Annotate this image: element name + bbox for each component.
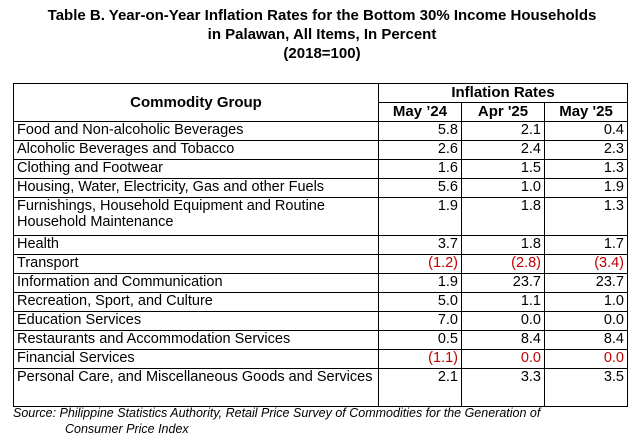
rate-value: (1.2) [378, 254, 462, 274]
table-row: Information and Communication 1.9 23.7 23.7 [13, 273, 629, 293]
rate-value: (2.8) [461, 254, 545, 274]
rate-value: 1.9 [543, 178, 629, 198]
table-row: Clothing and Footwear 1.6 1.5 1.3 [13, 159, 629, 179]
rate-value: 1.8 [461, 197, 545, 236]
commodity-name: Health [13, 235, 379, 255]
period-header-apr-25: Apr '25 [461, 102, 545, 122]
table-body: Food and Non-alcoholic Beverages 5.8 2.1 0.… [13, 121, 629, 407]
commodity-name: Financial Services [13, 349, 379, 369]
rate-value: 1.8 [461, 235, 545, 255]
commodity-name: Recreation, Sport, and Culture [13, 292, 379, 312]
table-row: Furnishings, Household Equipment and Rou… [13, 197, 629, 236]
rate-value: 1.3 [543, 159, 629, 179]
source-note: Source: Philippine Statistics Authority,… [13, 405, 633, 437]
rate-value: 1.9 [378, 273, 462, 293]
rate-value: 1.6 [378, 159, 462, 179]
table-row: Restaurants and Accommodation Services 0.… [13, 330, 629, 350]
rate-value: 2.6 [378, 140, 462, 160]
rate-value: 2.1 [378, 368, 462, 407]
table-row: Alcoholic Beverages and Tobacco 2.6 2.4 2.3 [13, 140, 629, 160]
period-header-may-25: May '25 [543, 102, 629, 122]
commodity-name: Restaurants and Accommodation Services [13, 330, 379, 350]
table-row: Food and Non-alcoholic Beverages 5.8 2.1 0.… [13, 121, 629, 141]
period-header-may-24: May ’24 [378, 102, 462, 122]
rate-value: 1.1 [461, 292, 545, 312]
table-row: Housing, Water, Electricity, Gas and oth… [13, 178, 629, 198]
rate-value: 3.3 [461, 368, 545, 407]
table-title: Table B. Year-on-Year Inflation Rates fo… [0, 6, 644, 63]
rate-value: 1.0 [543, 292, 629, 312]
rate-value: 5.6 [378, 178, 462, 198]
commodity-name: Personal Care, and Miscellaneous Goods a… [13, 368, 379, 407]
rate-value: 1.3 [543, 197, 629, 236]
rate-value: 1.0 [461, 178, 545, 198]
rate-value: 8.4 [461, 330, 545, 350]
rate-value: 3.5 [543, 368, 629, 407]
rate-value: 0.5 [378, 330, 462, 350]
rate-value: 5.8 [378, 121, 462, 141]
rate-value: 3.7 [378, 235, 462, 255]
title-line-1: Table B. Year-on-Year Inflation Rates fo… [47, 7, 597, 24]
title-line-2: in Palawan, All Items, In Percent [207, 26, 437, 43]
rate-value: 23.7 [543, 273, 629, 293]
rate-value: 0.0 [461, 311, 545, 331]
rate-value: 1.7 [543, 235, 629, 255]
commodity-name: Information and Communication [13, 273, 379, 293]
inflation-rates-header: Inflation Rates [377, 83, 629, 103]
rate-value: 2.4 [461, 140, 545, 160]
rate-value: 0.4 [543, 121, 629, 141]
source-line-1: Source: Philippine Statistics Authority,… [13, 406, 541, 420]
commodity-name: Food and Non-alcoholic Beverages [13, 121, 379, 141]
table-row: Transport (1.2) (2.8) (3.4) [13, 254, 629, 274]
rate-value: 0.0 [543, 311, 629, 331]
inflation-table: Commodity Group Inflation Rates May ’24 … [13, 83, 629, 407]
source-line-2: Consumer Price Index [65, 422, 189, 436]
rate-value: 1.9 [378, 197, 462, 236]
commodity-name: Alcoholic Beverages and Tobacco [13, 140, 379, 160]
commodity-name: Furnishings, Household Equipment and Rou… [13, 197, 379, 236]
table-row: Financial Services (1.1) 0.0 0.0 [13, 349, 629, 369]
table-row: Personal Care, and Miscellaneous Goods a… [13, 368, 629, 407]
rate-value: 0.0 [543, 349, 629, 369]
commodity-name: Education Services [13, 311, 379, 331]
rate-value: 1.5 [461, 159, 545, 179]
commodity-name: Clothing and Footwear [13, 159, 379, 179]
rate-value: 2.3 [543, 140, 629, 160]
rate-value: 23.7 [461, 273, 545, 293]
rate-value: 2.1 [461, 121, 545, 141]
rate-value: 0.0 [461, 349, 545, 369]
commodity-group-header: Commodity Group [13, 83, 379, 122]
table-row: Health 3.7 1.8 1.7 [13, 235, 629, 255]
rate-value: 8.4 [543, 330, 629, 350]
rate-value: 7.0 [378, 311, 462, 331]
rate-value: (1.1) [378, 349, 462, 369]
rate-value: 5.0 [378, 292, 462, 312]
title-line-3: (2018=100) [283, 45, 361, 62]
table-row: Education Services 7.0 0.0 0.0 [13, 311, 629, 331]
rate-value: (3.4) [543, 254, 629, 274]
table-row: Recreation, Sport, and Culture 5.0 1.1 1.0 [13, 292, 629, 312]
commodity-name: Transport [13, 254, 379, 274]
commodity-name: Housing, Water, Electricity, Gas and oth… [13, 178, 379, 198]
